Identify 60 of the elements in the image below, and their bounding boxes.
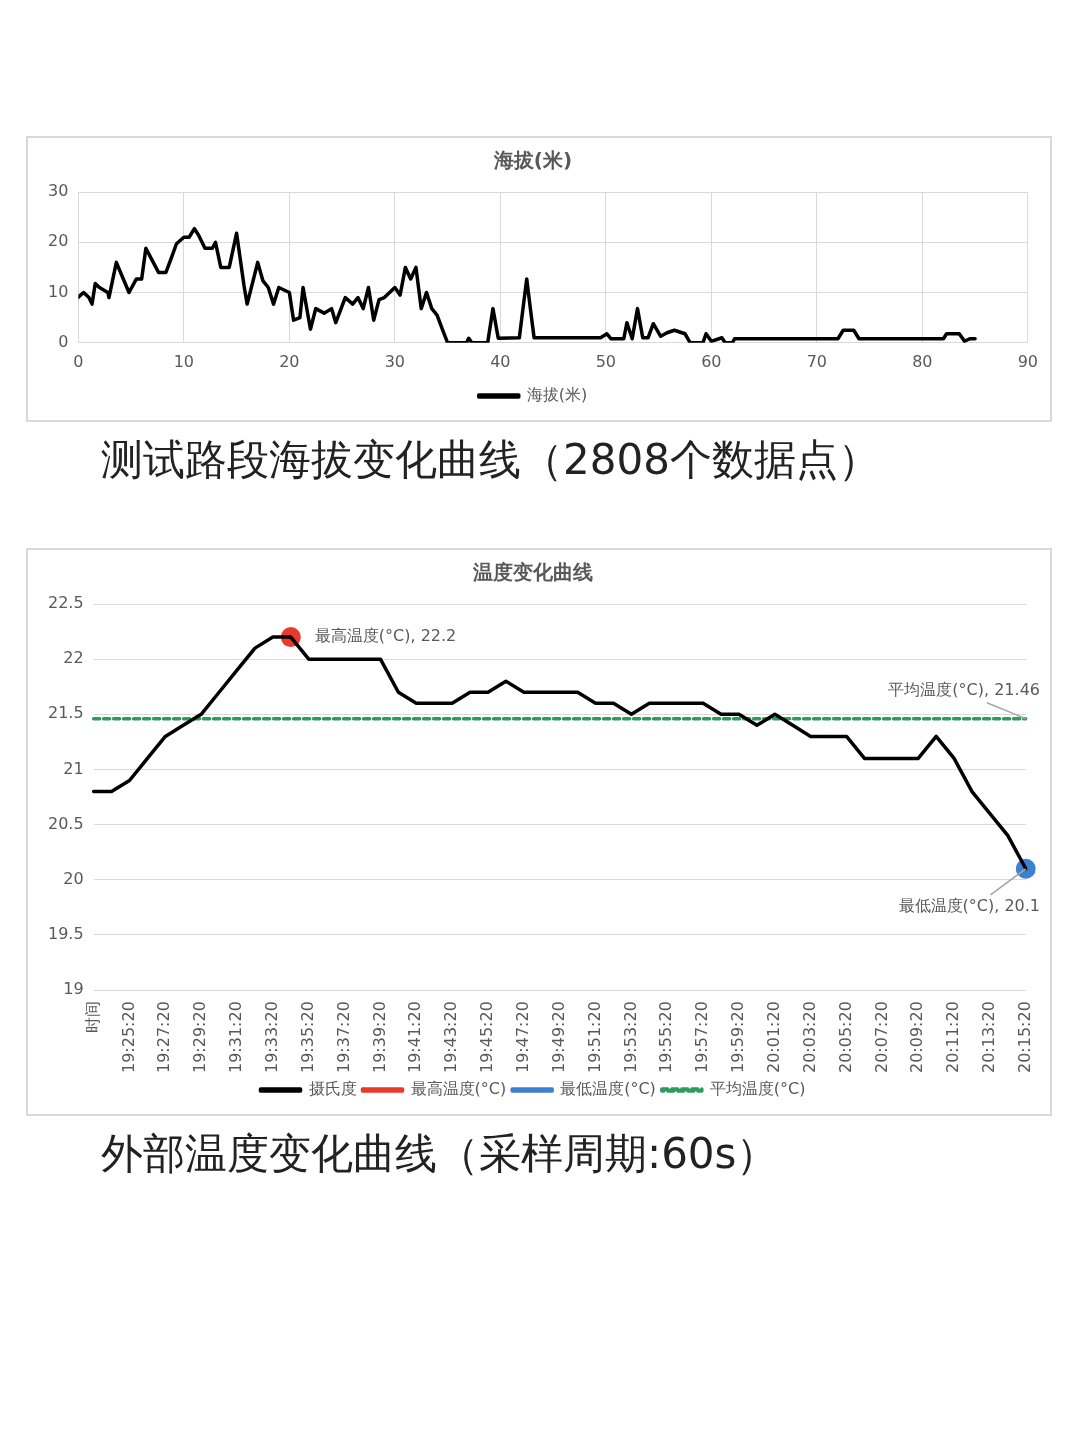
x-tick-label: 50: [595, 351, 617, 371]
x-tick-label: 40: [490, 351, 511, 371]
y-tick-label: 19: [63, 979, 84, 999]
legend-label: 最低温度(°C): [560, 1079, 656, 1099]
x-tick-label: 19:55:20: [656, 1001, 676, 1073]
data-label: 最高温度(°C), 22.2: [314, 626, 457, 646]
x-tick-label: 20:13:20: [979, 1001, 999, 1073]
x-tick-label: 20:15:20: [1014, 1001, 1034, 1073]
y-tick-label: 20: [48, 231, 69, 251]
y-tick-label: 20.5: [48, 813, 84, 833]
y-tick-label: 22.5: [48, 593, 84, 613]
x-tick-label: 19:51:20: [584, 1001, 604, 1073]
x-tick-label: 19:43:20: [441, 1001, 461, 1073]
text: 测试路段海拔变化曲线（2808个数据点）: [101, 434, 881, 486]
x-tick-label: 19:33:20: [262, 1001, 282, 1073]
x-tick-label: 80: [912, 351, 933, 371]
x-tick-label: 19:49:20: [548, 1001, 568, 1073]
x-tick-label: 19:57:20: [692, 1001, 712, 1073]
x-tick-label: 70: [806, 351, 828, 371]
x-tick-label: 19:35:20: [297, 1001, 317, 1073]
x-tick-label: 20:09:20: [907, 1001, 927, 1073]
x-tick-label: 19:47:20: [513, 1001, 533, 1073]
legend-label: 海拔(米): [526, 385, 588, 405]
x-tick-label: 19:29:20: [190, 1001, 210, 1073]
y-tick-label: 20: [63, 868, 84, 888]
legend-label: 摄氏度: [308, 1079, 357, 1099]
x-tick-label: 30: [384, 351, 406, 371]
x-tick-label: 时间: [82, 1001, 102, 1034]
y-tick-label: 21: [63, 758, 84, 778]
y-tick-label: 19.5: [48, 924, 84, 944]
y-tick-label: 0: [58, 331, 69, 351]
x-tick-label: 10: [173, 351, 195, 371]
x-tick-label: 20:07:20: [871, 1001, 891, 1073]
x-tick-label: 20:03:20: [799, 1001, 819, 1073]
x-tick-label: 19:59:20: [728, 1001, 748, 1073]
data-label: 最低温度(°C), 20.1: [898, 895, 1040, 915]
x-tick-label: 19:31:20: [226, 1001, 246, 1073]
y-tick-label: 10: [48, 281, 69, 301]
y-tick-label: 22: [63, 648, 84, 668]
x-tick-label: 20:01:20: [763, 1001, 783, 1073]
x-tick-label: 19:25:20: [118, 1001, 138, 1073]
x-tick-label: 19:37:20: [333, 1001, 353, 1073]
text: 外部温度变化曲线（采样周期:60s）: [101, 1128, 780, 1180]
data-label: 平均温度(°C), 21.46: [888, 679, 1040, 699]
x-tick-label: 19:45:20: [477, 1001, 497, 1073]
x-tick-label: 19:39:20: [369, 1001, 389, 1073]
x-tick-label: 90: [1017, 351, 1038, 371]
x-tick-label: 20:05:20: [835, 1001, 855, 1073]
x-tick-label: 19:53:20: [620, 1001, 640, 1073]
x-tick-label: 20:11:20: [943, 1001, 963, 1073]
x-tick-label: 60: [701, 351, 722, 371]
x-tick-label: 19:41:20: [405, 1001, 425, 1073]
chart-title: 海拔(米): [492, 148, 573, 173]
legend-label: 平均温度(°C): [709, 1079, 806, 1099]
x-tick-label: 19:27:20: [154, 1001, 174, 1073]
x-tick-label: 20: [279, 351, 300, 371]
legend-label: 最高温度(°C): [410, 1079, 507, 1099]
y-tick-label: 30: [48, 181, 69, 201]
y-tick-label: 21.5: [48, 703, 84, 723]
chart-title: 温度变化曲线: [472, 560, 593, 585]
